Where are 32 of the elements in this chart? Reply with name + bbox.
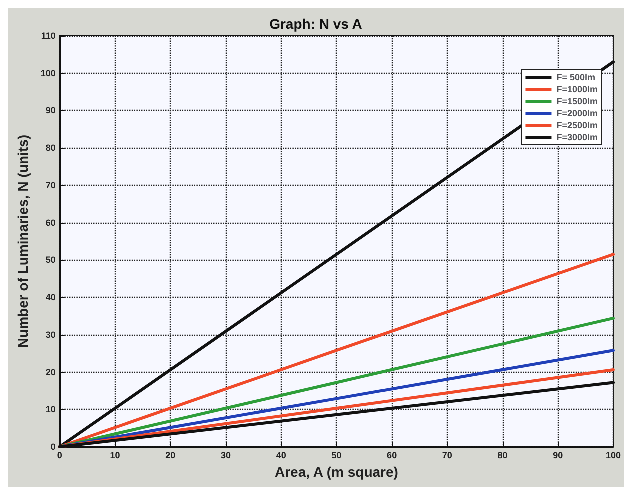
y-tick-label: 90 — [46, 106, 56, 116]
legend-label: F=1500lm — [556, 96, 598, 106]
x-tick-label: 30 — [220, 450, 231, 460]
x-tick-label: 80 — [498, 450, 508, 460]
x-tick-label: 10 — [110, 450, 120, 460]
y-tick-label: 30 — [46, 330, 56, 340]
x-tick-label: 60 — [387, 450, 398, 460]
y-axis-title: Number of Luminaries, N (units) — [15, 134, 31, 348]
y-tick-label: 100 — [40, 68, 56, 78]
y-tick-label: 80 — [46, 143, 56, 154]
x-axis-title: Area, A (m square) — [274, 464, 398, 480]
y-tick-label: 0 — [50, 442, 56, 452]
x-tick-label: 70 — [442, 450, 452, 460]
chart-title: Graph: N vs A — [270, 16, 362, 32]
legend-label: F= 500lm — [556, 72, 596, 82]
legend-label: F=2000lm — [556, 108, 598, 118]
y-tick-label: 40 — [46, 292, 56, 303]
x-tick-label: 20 — [166, 450, 176, 460]
x-tick-label: 90 — [553, 450, 564, 460]
x-tick-label: 0 — [57, 450, 62, 460]
y-tick-label: 110 — [41, 31, 56, 41]
y-tick-label: 50 — [46, 255, 56, 266]
x-tick-label: 40 — [276, 450, 286, 460]
y-tick-label: 20 — [46, 367, 56, 378]
y-tick-label: 60 — [46, 218, 56, 228]
y-tick-label: 10 — [46, 404, 56, 415]
legend-label: F=1000lm — [556, 84, 598, 94]
legend-label: F=3000lm — [556, 132, 598, 142]
legend-label: F=2500lm — [556, 120, 598, 130]
y-tick-label: 70 — [46, 180, 56, 190]
x-tick-label: 100 — [606, 450, 622, 460]
x-tick-label: 50 — [332, 450, 342, 460]
